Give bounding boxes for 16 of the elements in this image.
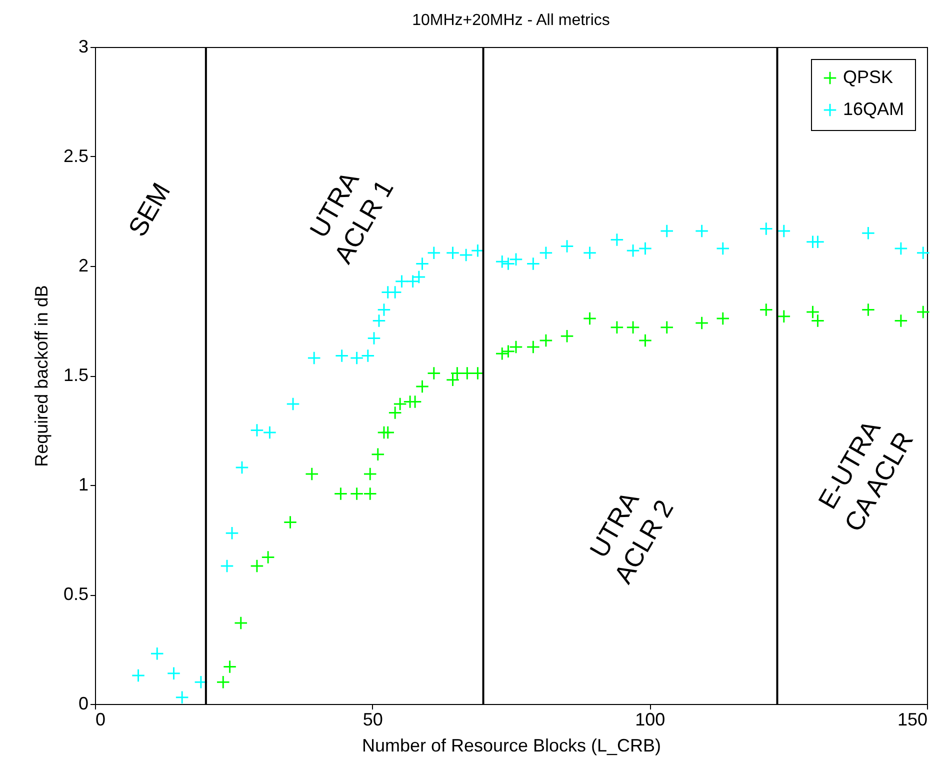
y-tick-label: 1 xyxy=(78,474,88,494)
y-tick-label: 0 xyxy=(78,694,88,714)
legend-label: 16QAM xyxy=(843,99,904,119)
y-tick-label: 0.5 xyxy=(63,584,88,604)
y-tick-label: 2.5 xyxy=(63,146,88,166)
x-tick-label: 150 xyxy=(897,710,928,730)
x-axis-title: Number of Resource Blocks (L_CRB) xyxy=(362,736,662,756)
y-tick-label: 2 xyxy=(78,256,88,276)
legend-label: QPSK xyxy=(843,67,894,87)
y-axis-title: Required backoff in dB xyxy=(31,285,52,467)
chart-title: 10MHz+20MHz - All metrics xyxy=(412,12,610,29)
y-tick-label: 3 xyxy=(78,36,88,56)
x-tick-label: 50 xyxy=(362,710,383,730)
x-tick-label: 100 xyxy=(635,710,666,730)
x-tick-label: 0 xyxy=(96,710,106,730)
y-tick-label: 1.5 xyxy=(63,365,88,385)
